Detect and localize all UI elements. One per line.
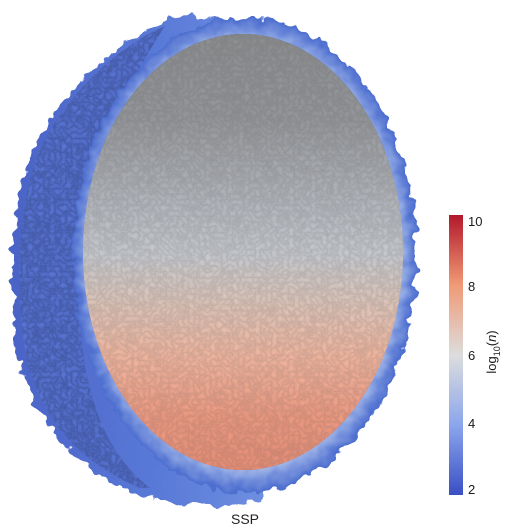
colorbar — [449, 215, 463, 495]
colorbar-gradient — [449, 215, 463, 495]
shell-facet-shading — [19, 26, 166, 488]
front-face — [83, 34, 403, 470]
colorbar-title: log10(n) — [484, 330, 502, 374]
figure-caption: SSP — [230, 511, 259, 527]
colorbar-tick-label: 4 — [468, 416, 476, 431]
colorbar-tick-label: 2 — [468, 482, 476, 497]
colorbar-tick-label: 6 — [468, 348, 476, 363]
colorbar-tick-label: 10 — [468, 214, 483, 229]
colorbar-tick-label: 8 — [468, 279, 476, 294]
